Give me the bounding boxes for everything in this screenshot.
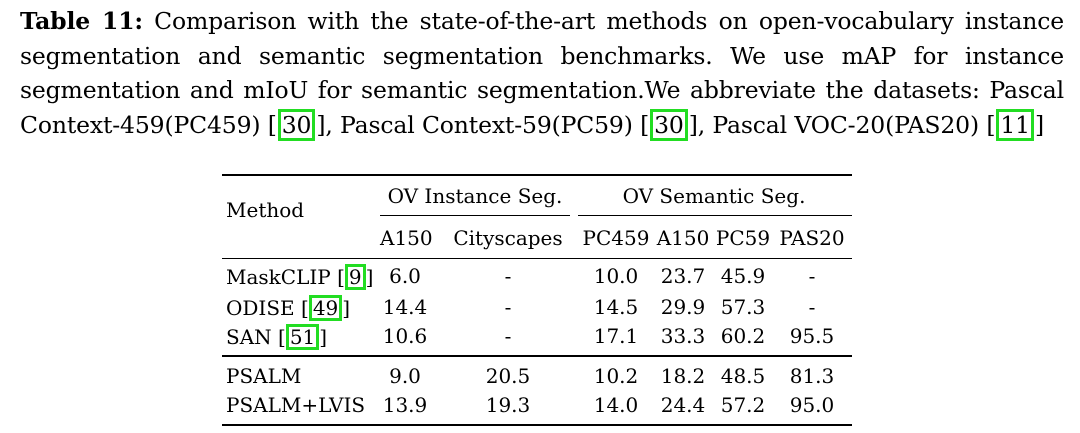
table-cell: 20.5 (485, 364, 531, 388)
table-row-method: PSALM+LVIS (226, 393, 366, 417)
table-cell: 95.0 (789, 393, 835, 417)
table-cell: 10.6 (382, 324, 428, 348)
semantic-cmidrule (578, 215, 852, 216)
header-rule (222, 258, 852, 259)
table-cell: 14.0 (593, 393, 639, 417)
citation-link[interactable]: 30 (650, 108, 688, 141)
table-cell: 24.4 (660, 393, 706, 417)
citation-link[interactable]: 49 (308, 295, 343, 321)
table-cell: 10.0 (593, 264, 639, 288)
caption-text: , Pascal Context-59(PC59) (325, 110, 641, 139)
subheader-pas20: PAS20 (779, 226, 845, 250)
table-cell: 14.5 (593, 295, 639, 319)
subheader-pc459: PC459 (582, 226, 650, 250)
table-row-method: MaskCLIP [9] (226, 264, 374, 290)
table-cell: 14.4 (382, 295, 428, 319)
subheader-pc59: PC59 (715, 226, 771, 250)
table-row-method: PSALM (226, 364, 302, 388)
table-cell: 29.9 (660, 295, 706, 319)
table-cell: - (808, 264, 816, 288)
table-caption: Table 11: Comparison with the state-of-t… (20, 7, 1064, 141)
table-cell: 95.5 (789, 324, 835, 348)
table-cell: 57.3 (720, 295, 766, 319)
header-method: Method (226, 198, 305, 222)
caption-text: Comparison with the state-of-the-art met… (20, 7, 1064, 139)
table-cell: 60.2 (720, 324, 766, 348)
table-cell: 45.9 (720, 264, 766, 288)
group-rule (222, 355, 852, 357)
subheader-a150-instance: A150 (380, 226, 433, 250)
table-cell: 33.3 (660, 324, 706, 348)
table-cell: 18.2 (660, 364, 706, 388)
table-bottom-rule (222, 424, 852, 426)
subheader-cityscapes: Cityscapes (453, 226, 563, 250)
table-cell: 10.2 (593, 364, 639, 388)
subheader-a150-semantic: A150 (656, 226, 710, 250)
table-cell: 19.3 (485, 393, 531, 417)
citation-link[interactable]: 11 (996, 108, 1034, 141)
header-ov-instance: OV Instance Seg. (387, 184, 563, 208)
table-top-rule (222, 174, 852, 176)
table-cell: - (504, 264, 512, 288)
table-row-method: ODISE [49] (226, 295, 351, 321)
citation-link[interactable]: 9 (344, 264, 366, 290)
instance-cmidrule (380, 215, 570, 216)
caption-text: , Pascal VOC-20(PAS20) (697, 110, 987, 139)
header-ov-semantic: OV Semantic Seg. (622, 184, 806, 208)
table-cell: 48.5 (720, 364, 766, 388)
table-cell: 6.0 (389, 264, 421, 288)
table-cell: 81.3 (789, 364, 835, 388)
citation-link[interactable]: 30 (277, 108, 316, 141)
table-cell: 23.7 (660, 264, 706, 288)
caption-label: Table 11: (20, 7, 143, 35)
table-cell: - (808, 295, 816, 319)
table-cell: 57.2 (720, 393, 766, 417)
table-cell: 13.9 (382, 393, 428, 417)
table-cell: 9.0 (389, 364, 421, 388)
table-row-method: SAN [51] (226, 324, 328, 350)
citation-link[interactable]: 51 (285, 324, 320, 350)
table-cell: - (504, 324, 512, 348)
table-cell: - (504, 295, 512, 319)
table-cell: 17.1 (593, 324, 639, 348)
